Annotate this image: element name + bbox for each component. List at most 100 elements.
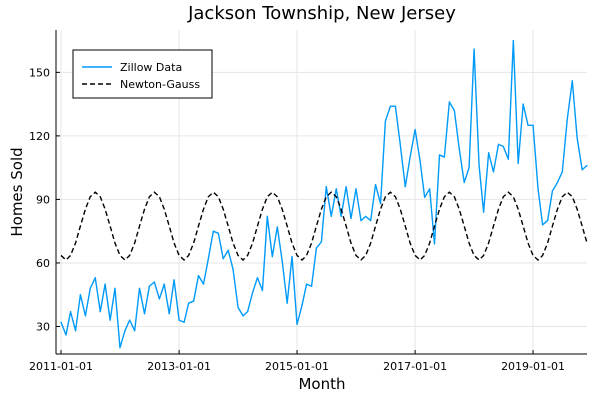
data-point-zillow bbox=[374, 183, 377, 186]
data-point-zillow bbox=[370, 219, 372, 222]
data-point-zillow bbox=[409, 156, 411, 158]
data-point-zillow bbox=[345, 186, 347, 188]
data-point-zillow bbox=[502, 145, 504, 148]
series bbox=[60, 39, 588, 349]
data-point-zillow bbox=[483, 211, 485, 213]
data-point-zillow bbox=[207, 258, 209, 260]
data-point-zillow bbox=[202, 283, 205, 285]
data-point-zillow bbox=[576, 137, 578, 139]
data-point-zillow bbox=[256, 277, 259, 279]
data-point-zillow bbox=[350, 217, 352, 220]
data-point-zillow bbox=[305, 283, 308, 285]
data-point-zillow bbox=[541, 224, 544, 226]
data-point-zillow bbox=[389, 105, 391, 107]
y-tick-label: 90 bbox=[36, 193, 50, 206]
data-point-zillow bbox=[379, 203, 382, 205]
data-point-zillow bbox=[497, 143, 500, 145]
data-point-zillow bbox=[507, 158, 509, 160]
data-point-zillow bbox=[261, 289, 264, 292]
y-tick-label: 60 bbox=[36, 257, 50, 270]
data-point-zillow bbox=[453, 109, 455, 112]
data-point-zillow bbox=[158, 298, 160, 300]
data-point-zillow bbox=[222, 258, 224, 260]
data-point-zillow bbox=[404, 186, 406, 188]
data-point-zillow bbox=[114, 287, 116, 289]
data-point-zillow bbox=[232, 268, 234, 270]
data-point-zillow bbox=[109, 319, 111, 321]
data-point-zillow bbox=[320, 241, 323, 243]
data-point-zillow bbox=[197, 275, 200, 277]
data-point-zillow bbox=[84, 315, 87, 317]
data-point-zillow bbox=[266, 215, 268, 217]
data-point-zillow bbox=[433, 243, 436, 245]
data-point-zillow bbox=[301, 304, 303, 306]
data-point-zillow bbox=[360, 219, 362, 222]
data-point-zillow bbox=[571, 80, 573, 82]
data-point-zillow bbox=[355, 188, 357, 190]
data-point-zillow bbox=[79, 294, 81, 296]
data-point-zillow bbox=[478, 164, 480, 167]
data-point-zillow bbox=[384, 120, 386, 122]
legend-label-newton-gauss: Newton-Gauss bbox=[120, 78, 200, 91]
data-point-zillow bbox=[74, 330, 77, 332]
y-tick-label: 120 bbox=[29, 130, 50, 143]
data-point-zillow bbox=[173, 279, 175, 281]
x-tick-label: 2019-01-01 bbox=[501, 360, 565, 373]
data-point-zillow bbox=[124, 330, 126, 332]
data-point-zillow bbox=[188, 302, 190, 304]
data-point-zillow bbox=[252, 291, 254, 294]
data-point-zillow bbox=[246, 311, 249, 313]
data-point-zillow bbox=[561, 171, 563, 173]
data-point-zillow bbox=[335, 188, 337, 190]
data-point-zillow bbox=[586, 164, 588, 167]
data-point-zillow bbox=[566, 118, 568, 120]
data-point-zillow bbox=[148, 285, 150, 287]
series-line-zillow-data bbox=[60, 39, 588, 349]
data-point-zillow bbox=[463, 181, 465, 184]
x-axis-label: Month bbox=[298, 375, 345, 393]
data-point-zillow bbox=[237, 306, 239, 309]
data-point-zillow bbox=[399, 143, 401, 145]
data-point-zillow bbox=[99, 311, 101, 313]
x-tick-label: 2017-01-01 bbox=[383, 360, 447, 373]
data-point-zillow bbox=[330, 215, 332, 217]
data-point-zillow bbox=[315, 247, 318, 249]
data-point-zillow bbox=[365, 215, 367, 217]
data-point-zillow bbox=[217, 232, 219, 234]
data-point-zillow bbox=[458, 147, 460, 150]
y-tick-labels: 30 60 90 120 150 bbox=[29, 66, 60, 333]
data-point-zillow bbox=[134, 330, 136, 332]
data-point-zillow bbox=[296, 323, 298, 325]
data-point-zillow bbox=[517, 162, 519, 165]
data-point-zillow bbox=[138, 287, 141, 289]
data-point-zillow bbox=[291, 255, 293, 258]
data-point-zillow bbox=[468, 167, 470, 169]
data-point-zillow bbox=[119, 347, 121, 349]
data-point-zillow bbox=[281, 260, 283, 262]
data-point-zillow bbox=[325, 186, 327, 188]
data-point-zillow bbox=[537, 188, 539, 190]
x-tick-label: 2015-01-01 bbox=[265, 360, 329, 373]
data-point-zillow bbox=[448, 101, 450, 103]
y-tick-label: 30 bbox=[36, 320, 50, 333]
data-point-zillow bbox=[94, 277, 96, 279]
data-point-zillow bbox=[143, 313, 146, 315]
data-point-zillow bbox=[429, 188, 431, 190]
axes bbox=[55, 30, 587, 355]
data-point-zillow bbox=[271, 255, 273, 258]
data-point-zillow bbox=[104, 283, 106, 285]
data-point-zillow bbox=[546, 219, 549, 222]
data-point-zillow bbox=[438, 154, 441, 156]
data-point-zillow bbox=[168, 313, 170, 315]
data-point-zillow bbox=[227, 249, 229, 251]
data-point-zillow bbox=[512, 39, 514, 42]
legend-label-zillow: Zillow Data bbox=[120, 61, 182, 74]
data-point-zillow bbox=[473, 48, 475, 50]
data-point-zillow bbox=[532, 124, 534, 126]
data-point-zillow bbox=[69, 311, 72, 313]
data-point-zillow bbox=[193, 300, 195, 302]
data-point-zillow bbox=[212, 230, 214, 232]
data-point-zillow bbox=[394, 105, 397, 107]
chart-title: Jackson Township, New Jersey bbox=[187, 3, 456, 24]
data-point-zillow bbox=[183, 321, 185, 323]
